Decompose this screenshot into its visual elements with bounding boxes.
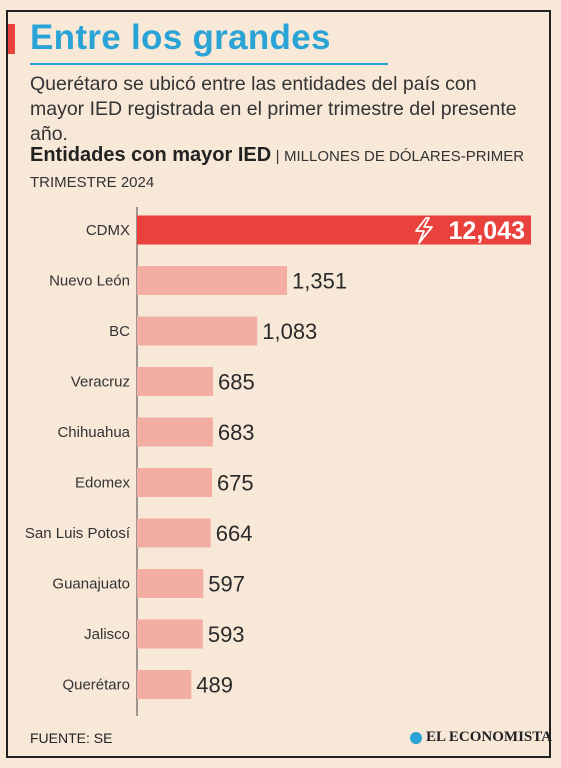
- category-label: Edomex: [75, 475, 131, 492]
- value-label: 489: [196, 673, 233, 698]
- source-note: FUENTE: SE: [30, 730, 113, 746]
- brand-globe-icon: [410, 731, 422, 744]
- chart-title: Entidades con mayor IED: [30, 144, 272, 166]
- value-label: 12,043: [449, 217, 525, 245]
- brand-logo: EL ECONOMISTA: [410, 729, 552, 746]
- value-label: 1,351: [292, 269, 347, 294]
- category-label: Querétaro: [62, 677, 130, 694]
- category-label: Guanajuato: [52, 576, 130, 593]
- brand-name: EL ECONOMISTA: [426, 729, 552, 745]
- category-label: CDMX: [86, 222, 130, 239]
- bar: [137, 619, 203, 649]
- value-label: 685: [218, 370, 255, 395]
- category-label: Veracruz: [71, 374, 130, 391]
- value-label: 664: [216, 521, 253, 546]
- lightning-bolt-icon: [415, 217, 433, 244]
- value-label: 593: [208, 622, 245, 647]
- bar: [137, 417, 213, 447]
- value-label: 1,083: [262, 319, 317, 344]
- value-label: 675: [217, 471, 254, 496]
- bar: [137, 518, 211, 548]
- chart-heading: Entidades con mayor IED | MILLONES DE DÓ…: [30, 142, 535, 196]
- category-label: San Luis Potosí: [25, 525, 131, 542]
- bar-group: CDMX 12,043 Nuevo León 1,351 BC 1,083 Veracruz…: [25, 215, 531, 699]
- title-underline: [30, 63, 388, 65]
- category-label: Nuevo León: [49, 273, 130, 290]
- chart-unit: MILLONES DE DÓLARES-PRIMER TRIMESTRE 202…: [30, 148, 525, 191]
- infographic-frame: [6, 10, 551, 758]
- bar: [137, 316, 258, 346]
- bar: [137, 670, 192, 699]
- bar: [137, 215, 531, 245]
- value-label: 683: [218, 420, 255, 445]
- category-label: Jalisco: [84, 626, 130, 643]
- page-title: Entre los grandes: [30, 18, 331, 57]
- bar: [137, 468, 212, 497]
- category-label: BC: [109, 323, 130, 340]
- chart-heading-separator: |: [275, 148, 280, 165]
- bar: [137, 569, 204, 598]
- value-label: 597: [208, 572, 245, 597]
- category-label: Chihuahua: [57, 424, 130, 441]
- title-accent-bar: [8, 24, 15, 54]
- bar: [137, 266, 287, 295]
- page-subtitle: Querétaro se ubicó entre las entidades d…: [30, 73, 517, 145]
- bar: [137, 367, 214, 396]
